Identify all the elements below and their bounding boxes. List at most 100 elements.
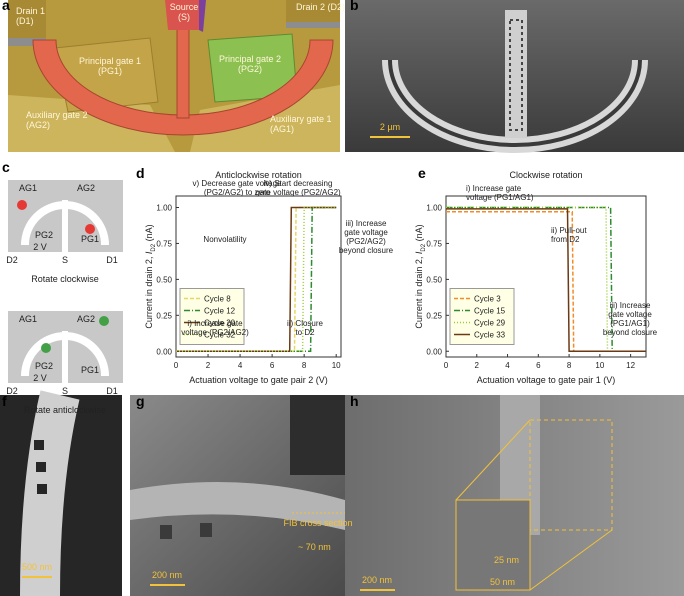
label-line: Auxiliary gate 1 xyxy=(270,114,332,124)
label-line: (AG1) xyxy=(270,124,294,134)
label: 2 V xyxy=(33,242,47,252)
label-line: iv) Start decreasing xyxy=(264,179,333,188)
y-tick-label: 0.25 xyxy=(156,311,172,320)
scale-label: 2 µm xyxy=(380,122,400,132)
sem-image-f xyxy=(0,390,122,596)
scale-label: 200 nm xyxy=(152,570,182,580)
x-tick-label: 2 xyxy=(475,361,480,370)
x-tick-label: 0 xyxy=(444,361,449,370)
label-line: Principal gate 2 xyxy=(219,54,281,64)
label-part: D2 xyxy=(151,243,157,251)
x-tick-label: 6 xyxy=(536,361,541,370)
label-line: voltage (PG2/AG2) xyxy=(181,328,249,337)
panel-letter: h xyxy=(350,393,359,409)
label-line: i) Increase gate xyxy=(466,184,522,193)
label-line: i) Increase gate xyxy=(187,319,243,328)
annotation: 50 nm xyxy=(490,577,515,587)
panel-letter: d xyxy=(136,165,145,181)
annotation: iv) Start decreasing gate voltage (PG2/AG… xyxy=(255,179,341,197)
y-tick-label: 0.50 xyxy=(426,275,442,284)
multiline-label: Auxiliary gate 1 (AG1) xyxy=(270,114,332,134)
x-tick-label: 2 xyxy=(206,361,211,370)
label-line: v) Decrease gate voltage xyxy=(193,179,282,188)
legend-label: Cycle 8 xyxy=(204,295,231,304)
panel-letter: c xyxy=(2,159,10,175)
scale-label: 500 nm xyxy=(22,562,52,572)
label: AG2 xyxy=(77,183,95,193)
y-tick-label: 0.75 xyxy=(156,239,172,248)
legend-label: Cycle 12 xyxy=(204,307,236,316)
label: S xyxy=(62,255,68,265)
series-line xyxy=(446,206,646,353)
label-line: (PG1/AG1) xyxy=(610,319,650,328)
label: 2 V xyxy=(33,373,47,383)
label-part: (nA) xyxy=(414,224,424,244)
y-axis-label: Current in drain 2, ID2 (nA) xyxy=(144,224,157,328)
x-tick-label: 4 xyxy=(238,361,243,370)
x-tick-label: 10 xyxy=(332,361,341,370)
label-line: to D2 xyxy=(295,328,315,337)
x-tick-label: 0 xyxy=(174,361,179,370)
label: D1 xyxy=(106,386,118,396)
annotation: ii) Closure to D2 xyxy=(287,319,324,337)
label-line: ii) Pull-out xyxy=(551,226,587,235)
label-line: (PG2/AG2) to zero xyxy=(204,188,271,197)
multiline-label: Principal gate 2 (PG2) xyxy=(219,54,281,74)
label-line: gate voltage xyxy=(608,310,652,319)
y-tick-label: 1.00 xyxy=(426,204,442,213)
sem-image-g xyxy=(130,395,345,596)
label-line: beyond closure xyxy=(339,246,394,255)
panel-letter: g xyxy=(136,393,145,409)
multiline-label: Source (S) xyxy=(170,2,199,22)
y-tick-label: 0.00 xyxy=(426,347,442,356)
label: AG1 xyxy=(19,314,37,324)
annotation: i) Increase gate voltage (PG2/AG2) xyxy=(181,319,249,337)
label-line: gate voltage xyxy=(344,228,388,237)
panel-letter: b xyxy=(350,0,359,13)
schematic-clockwise xyxy=(8,180,123,252)
label: S xyxy=(62,386,68,396)
label-part: (nA) xyxy=(144,224,154,244)
x-tick-label: 12 xyxy=(626,361,635,370)
sem-image-h xyxy=(345,395,684,596)
label: AG1 xyxy=(19,183,37,193)
annotation: iii) Increase gate voltage (PG2/AG2) beyond… xyxy=(339,219,394,255)
series-line xyxy=(446,208,646,353)
label-line: voltage (PG1/AG1) xyxy=(466,193,534,202)
x-axis-label: Actuation voltage to gate pair 2 (V) xyxy=(189,375,328,385)
label: D2 xyxy=(6,386,18,396)
annotation: Nonvolatility xyxy=(203,235,246,244)
legend-label: Cycle 29 xyxy=(474,319,506,328)
label-line: Drain 1 xyxy=(16,6,45,16)
label-part: Current in drain 2, xyxy=(144,254,154,329)
annotation: FIB cross section xyxy=(283,518,352,528)
multiline-label: Drain 1 (D1) xyxy=(16,6,45,26)
label-line: Auxiliary gate 2 xyxy=(26,110,88,120)
label-line: gate voltage (PG2/AG2) xyxy=(255,188,341,197)
y-tick-label: 0.00 xyxy=(156,347,172,356)
label-line: (PG2) xyxy=(238,64,262,74)
legend-label: Cycle 32 xyxy=(204,331,236,340)
annotation: 25 nm xyxy=(494,555,519,565)
schematic-anticlockwise xyxy=(8,311,123,383)
annotation: i) Increase gate voltage (PG1/AG1) xyxy=(466,184,534,202)
y-axis-label: Current in drain 2, ID2 (nA) xyxy=(414,224,427,328)
label-part: Current in drain 2, xyxy=(414,254,424,329)
label-line: (D1) xyxy=(16,16,34,26)
legend-label: Cycle 15 xyxy=(474,307,506,316)
label-line: Principal gate 1 xyxy=(79,56,141,66)
chart-title: Clockwise rotation xyxy=(509,170,582,180)
plot-frame xyxy=(445,195,647,358)
multiline-label: Drain 2 (D2) xyxy=(296,2,345,12)
y-tick-label: 1.00 xyxy=(156,204,172,213)
scale-label: 200 nm xyxy=(362,575,392,585)
caption: Rotate anticlockwise xyxy=(24,405,106,415)
label: PG1 xyxy=(81,365,99,375)
label-line: iii) Increase xyxy=(610,301,651,310)
panel-letter: f xyxy=(2,393,7,409)
label-part: D2 xyxy=(421,243,427,251)
x-tick-label: 4 xyxy=(505,361,510,370)
chart-title: Anticlockwise rotation xyxy=(215,170,302,180)
device-render xyxy=(8,0,340,152)
